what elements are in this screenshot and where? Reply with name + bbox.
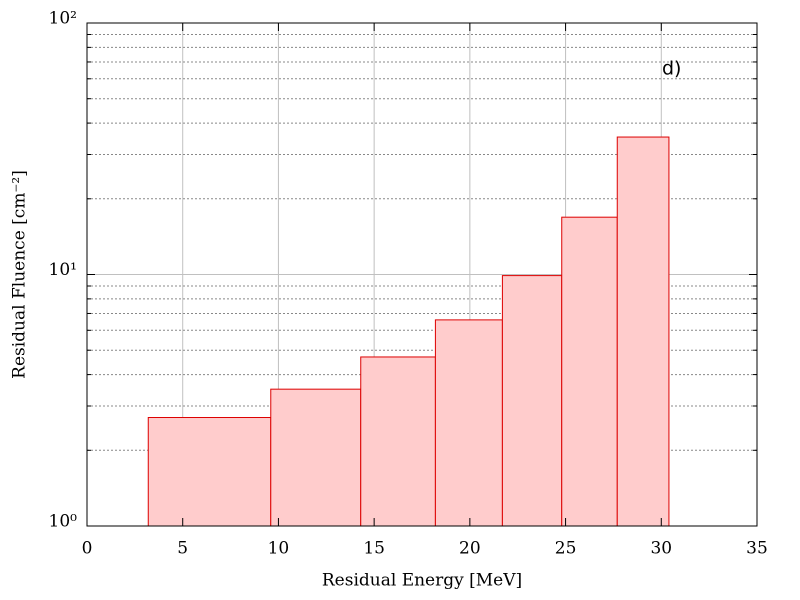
- bar: [360, 356, 436, 527]
- bar: [270, 388, 362, 527]
- x-tick-label: 0: [82, 539, 93, 559]
- y-axis-label: Residual Fluence [cm⁻²]: [10, 170, 30, 379]
- bar: [561, 216, 618, 527]
- x-tick-label: 5: [177, 539, 188, 559]
- x-tick-label: 10: [268, 539, 290, 559]
- bar: [501, 275, 563, 527]
- y-tick-label: 10²: [49, 9, 77, 29]
- x-axis-label: Residual Energy [MeV]: [322, 571, 522, 591]
- annotation: d): [662, 58, 681, 80]
- bar: [434, 319, 503, 527]
- y-tick-label: 10⁰: [49, 512, 78, 532]
- x-tick-label: 35: [746, 539, 768, 559]
- x-tick-label: 30: [650, 539, 672, 559]
- x-tick-label: 25: [555, 539, 577, 559]
- y-tick-label: 10¹: [49, 260, 77, 280]
- x-tick-label: 20: [459, 539, 481, 559]
- bar: [616, 136, 670, 527]
- x-tick-label: 15: [363, 539, 385, 559]
- bar: [147, 417, 272, 527]
